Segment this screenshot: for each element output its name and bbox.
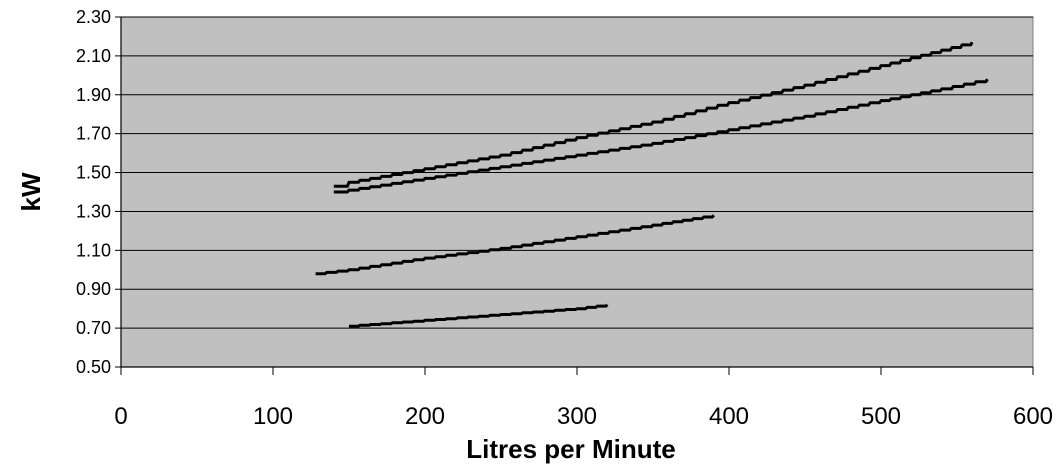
y-tick-label: 1.30 bbox=[76, 201, 111, 221]
series-line-3 bbox=[315, 214, 715, 276]
series-line-4 bbox=[349, 303, 609, 328]
y-tick-label: 1.70 bbox=[76, 124, 111, 144]
y-tick-label: 0.70 bbox=[76, 318, 111, 338]
y-tick-label: 1.50 bbox=[76, 163, 111, 183]
plot-background bbox=[120, 16, 1034, 368]
y-tick-label: 0.50 bbox=[76, 357, 111, 377]
series-line-2 bbox=[333, 78, 989, 194]
y-tick-label: 1.90 bbox=[76, 85, 111, 105]
x-tick-label: 0 bbox=[114, 403, 127, 430]
x-tick-labels: 0 100 200 300 400 500 600 bbox=[114, 403, 1053, 430]
x-axis-title: Litres per Minute bbox=[466, 434, 675, 464]
x-tick-label: 400 bbox=[709, 403, 749, 430]
plot-area bbox=[120, 16, 1034, 368]
x-tick-label: 600 bbox=[1013, 403, 1053, 430]
gridlines bbox=[121, 16, 1033, 329]
series-line-1 bbox=[333, 41, 974, 188]
x-tick-label: 200 bbox=[405, 403, 445, 430]
y-tick-labels: 0.50 0.70 0.90 1.10 1.30 1.50 1.70 1.90 2.10 2.30 bbox=[76, 7, 111, 377]
x-tick-label: 100 bbox=[253, 403, 293, 430]
axes bbox=[115, 16, 1034, 375]
y-tick-label: 0.90 bbox=[76, 279, 111, 299]
y-axis-title: kW bbox=[16, 172, 46, 211]
series-group bbox=[315, 41, 989, 328]
y-tick-label: 2.30 bbox=[76, 7, 111, 27]
y-tick-label: 2.10 bbox=[76, 46, 111, 66]
y-tick-label: 1.10 bbox=[76, 240, 111, 260]
x-tick-label: 300 bbox=[557, 403, 597, 430]
x-tick-label: 500 bbox=[861, 403, 901, 430]
